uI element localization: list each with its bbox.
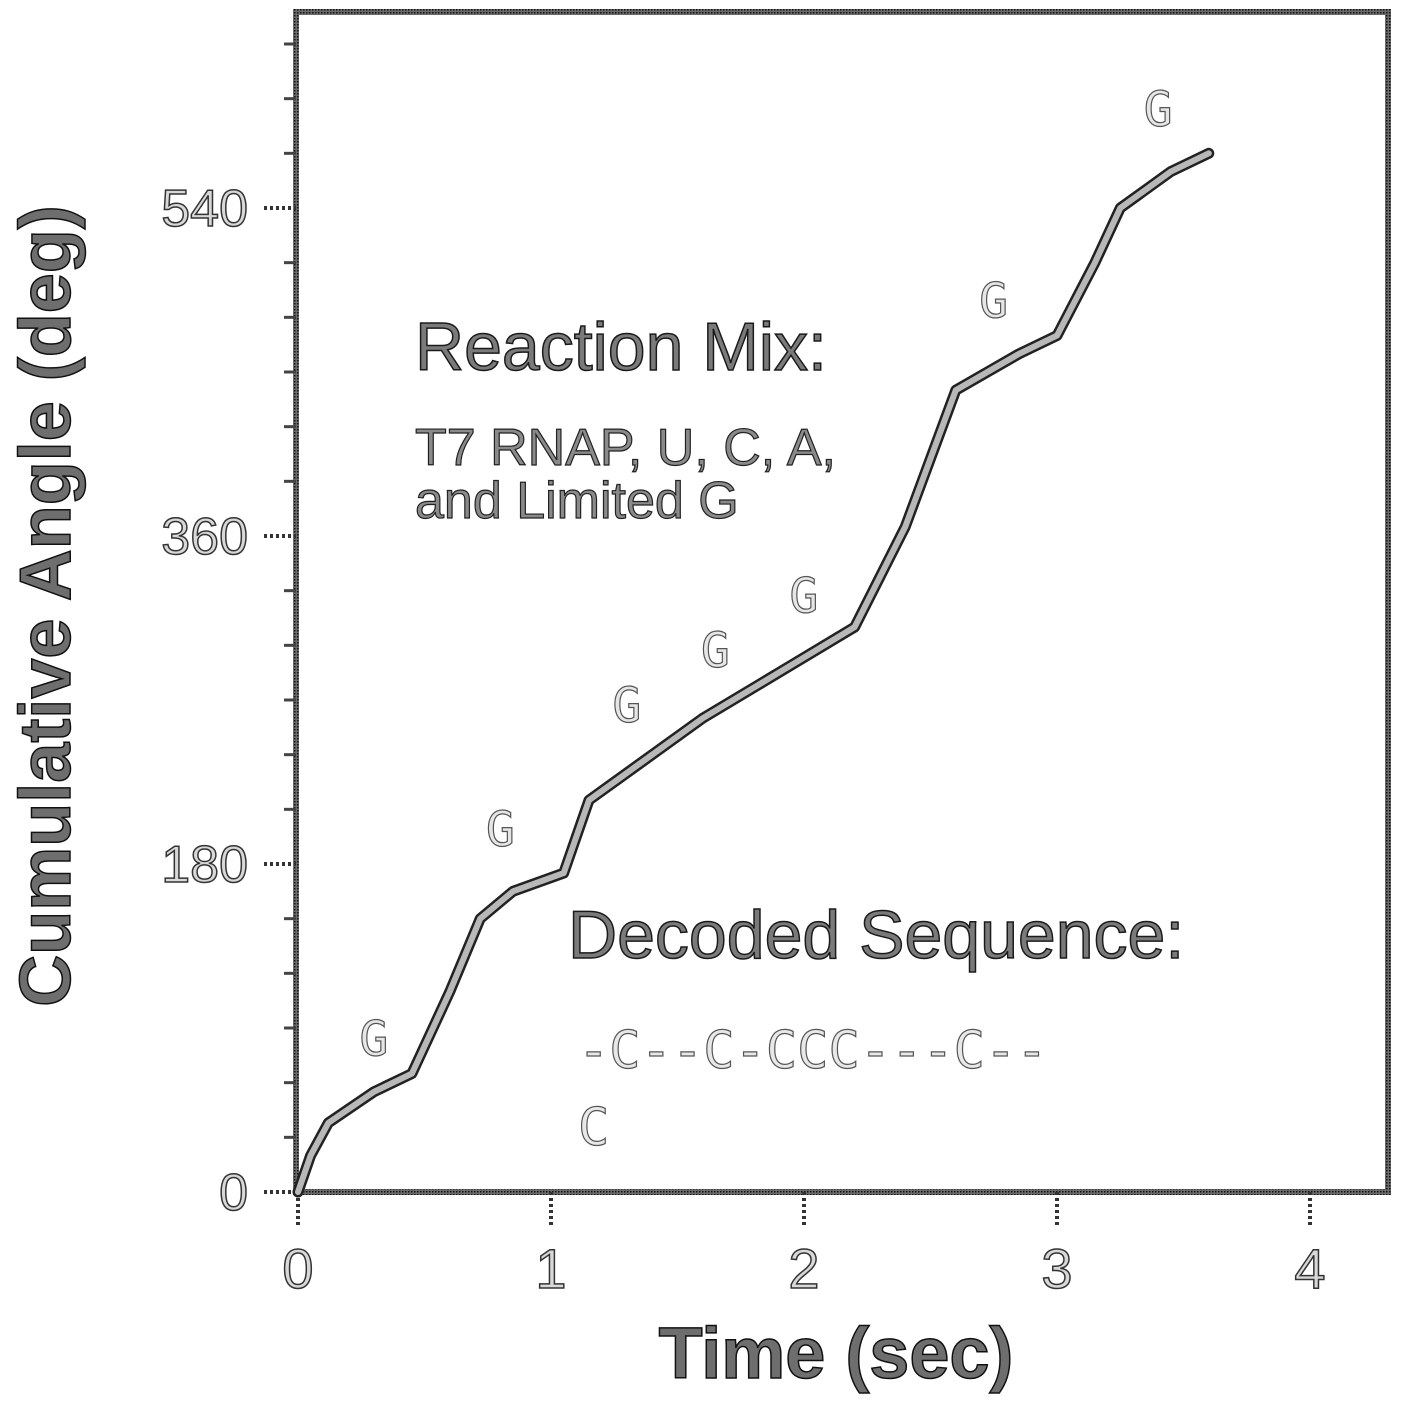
g-marker-label: G (701, 623, 730, 679)
y-tick-label: 180 (161, 836, 248, 894)
g-marker-label: G (979, 273, 1008, 329)
decoded-sequence-line-1: -C--C-CCC---C-- (578, 1021, 1048, 1081)
x-tick-label: 0 (282, 1237, 313, 1300)
g-marker-label: G (612, 678, 641, 734)
y-axis-title: Cumulative Angle (deg) (6, 205, 86, 1006)
y-tick-label: 360 (161, 508, 248, 566)
reaction-mix-line-1: T7 RNAP, U, C, A, (415, 419, 836, 477)
g-marker-label: G (486, 802, 515, 858)
plot-frame (293, 9, 1391, 1195)
g-markers: G G G G G G G (359, 81, 1173, 1068)
y-axis-ticks: 0 180 360 540 (160, 179, 296, 1223)
series-line (295, 150, 1212, 1195)
y-axis-minor-ticks (284, 42, 296, 1139)
x-axis-title: Time (sec) (659, 1314, 1014, 1394)
g-marker-label: G (359, 1011, 388, 1067)
y-tick-label: 0 (219, 1164, 248, 1222)
x-tick-label: 4 (1294, 1237, 1325, 1300)
reaction-mix-line-2: and Limited G (415, 472, 739, 530)
y-tick-label: 540 (161, 180, 248, 238)
g-marker-label: G (790, 569, 819, 625)
x-tick-label: 2 (788, 1237, 819, 1300)
x-axis-ticks: 0 1 2 3 4 (282, 1192, 1326, 1301)
reaction-mix-title: Reaction Mix: (415, 309, 827, 385)
decoded-sequence-title: Decoded Sequence: (568, 897, 1184, 973)
decoded-sequence-line-2: C (578, 1098, 609, 1158)
x-tick-label: 1 (535, 1237, 566, 1300)
x-tick-label: 3 (1041, 1237, 1072, 1300)
g-marker-label: G (1144, 82, 1173, 138)
